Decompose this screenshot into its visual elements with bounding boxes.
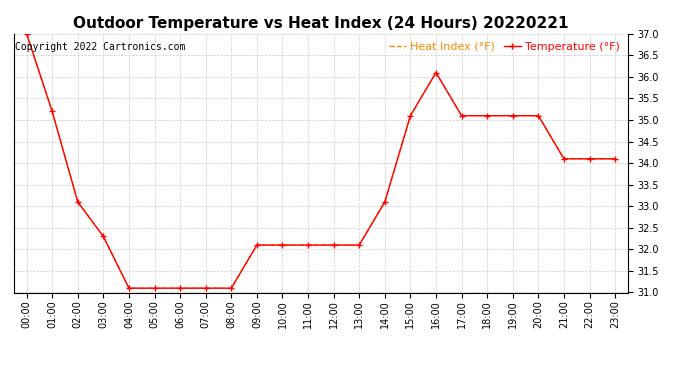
Title: Outdoor Temperature vs Heat Index (24 Hours) 20220221: Outdoor Temperature vs Heat Index (24 Ho… [73,16,569,31]
Legend: Heat Index (°F), Temperature (°F): Heat Index (°F), Temperature (°F) [387,39,622,54]
Text: Copyright 2022 Cartronics.com: Copyright 2022 Cartronics.com [15,42,186,51]
